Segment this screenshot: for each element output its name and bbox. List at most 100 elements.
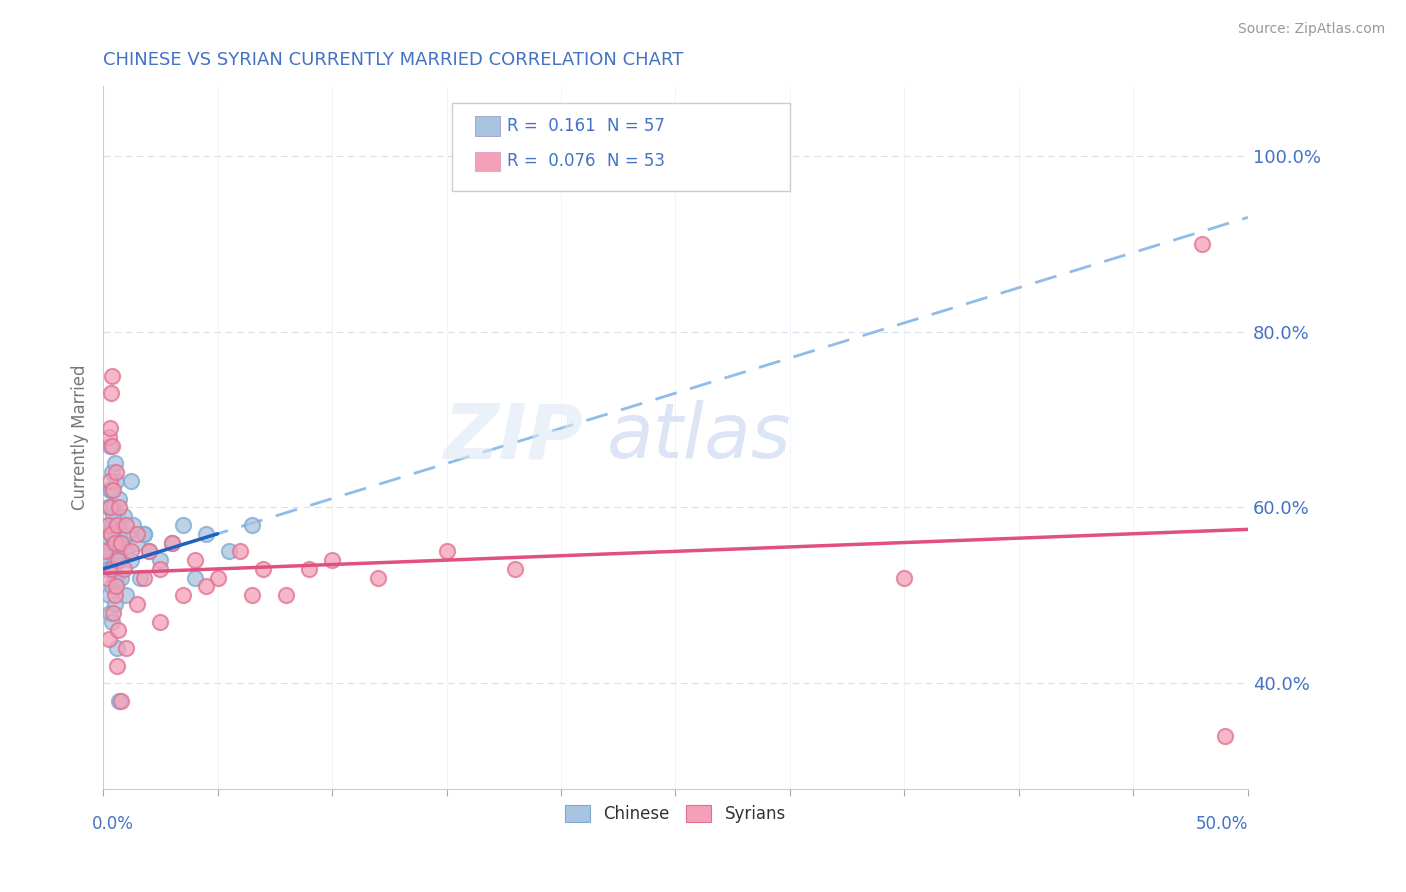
- FancyBboxPatch shape: [453, 103, 790, 191]
- Point: [298, 562, 321, 576]
- Bar: [475, 152, 501, 171]
- Point: [172, 518, 194, 533]
- Point: [112, 509, 135, 524]
- Point: [100, 386, 122, 401]
- Point: [195, 580, 218, 594]
- Point: [160, 535, 183, 549]
- Point: [240, 518, 263, 533]
- Bar: [475, 117, 501, 136]
- Point: [149, 553, 172, 567]
- Point: [207, 571, 229, 585]
- Point: [101, 562, 124, 576]
- Point: [321, 553, 343, 567]
- Point: [98, 483, 121, 497]
- Point: [103, 535, 125, 549]
- Text: N = 53: N = 53: [607, 153, 665, 170]
- Point: [101, 465, 124, 479]
- Point: [103, 483, 125, 497]
- Point: [103, 571, 125, 585]
- Point: [252, 562, 274, 576]
- Point: [103, 588, 125, 602]
- Point: [96, 571, 118, 585]
- Point: [94, 544, 117, 558]
- Point: [107, 624, 129, 638]
- Point: [134, 526, 156, 541]
- Point: [96, 535, 118, 549]
- Point: [103, 553, 125, 567]
- Point: [105, 571, 128, 585]
- Point: [104, 580, 127, 594]
- Point: [97, 430, 120, 444]
- Point: [94, 562, 117, 576]
- Point: [107, 544, 129, 558]
- Point: [503, 562, 526, 576]
- Point: [195, 526, 218, 541]
- Point: [104, 535, 127, 549]
- Point: [98, 544, 121, 558]
- Point: [160, 535, 183, 549]
- Point: [98, 474, 121, 488]
- Point: [115, 640, 138, 655]
- Point: [101, 580, 124, 594]
- Point: [103, 597, 125, 611]
- Point: [97, 500, 120, 515]
- Point: [120, 553, 142, 567]
- Point: [97, 632, 120, 647]
- Point: [97, 562, 120, 576]
- Point: [108, 526, 131, 541]
- Point: [110, 553, 132, 567]
- Point: [105, 658, 128, 673]
- Point: [149, 615, 172, 629]
- Point: [183, 571, 205, 585]
- Point: [103, 500, 125, 515]
- Point: [103, 535, 125, 549]
- Point: [436, 544, 458, 558]
- Legend: Chinese, Syrians: Chinese, Syrians: [558, 798, 793, 830]
- Point: [112, 562, 135, 576]
- Point: [97, 518, 120, 533]
- Text: Source: ZipAtlas.com: Source: ZipAtlas.com: [1237, 22, 1385, 37]
- Point: [127, 597, 149, 611]
- Point: [97, 588, 120, 602]
- Point: [134, 526, 156, 541]
- Y-axis label: Currently Married: Currently Married: [72, 364, 89, 510]
- Point: [110, 694, 132, 708]
- Point: [100, 562, 122, 576]
- Point: [1191, 236, 1213, 251]
- Point: [107, 553, 129, 567]
- Text: 0.0%: 0.0%: [91, 815, 134, 833]
- Point: [103, 457, 125, 471]
- Point: [97, 553, 120, 567]
- Point: [115, 544, 138, 558]
- Point: [101, 439, 124, 453]
- Point: [134, 571, 156, 585]
- Point: [120, 544, 142, 558]
- Point: [98, 439, 121, 453]
- Text: N = 57: N = 57: [607, 117, 665, 136]
- Point: [128, 571, 150, 585]
- Point: [149, 562, 172, 576]
- Point: [127, 535, 149, 549]
- Point: [98, 500, 121, 515]
- Point: [103, 509, 125, 524]
- Point: [172, 588, 194, 602]
- Point: [240, 588, 263, 602]
- Point: [122, 518, 145, 533]
- Point: [101, 518, 124, 533]
- Point: [110, 571, 132, 585]
- Point: [98, 606, 121, 620]
- Point: [105, 640, 128, 655]
- Point: [127, 526, 149, 541]
- Point: [893, 571, 915, 585]
- Point: [108, 500, 131, 515]
- Point: [105, 518, 128, 533]
- Text: ZIP: ZIP: [444, 401, 583, 474]
- Text: atlas: atlas: [607, 401, 792, 474]
- Point: [110, 535, 132, 549]
- Point: [108, 491, 131, 506]
- Point: [97, 518, 120, 533]
- Point: [103, 518, 125, 533]
- Point: [101, 615, 124, 629]
- Point: [1213, 729, 1236, 743]
- Point: [115, 588, 138, 602]
